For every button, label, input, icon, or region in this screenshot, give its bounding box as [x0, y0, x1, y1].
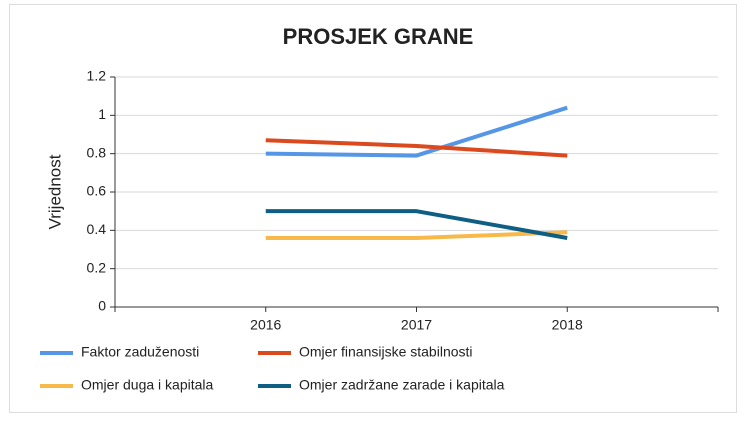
x-tick-label: 2016: [250, 317, 281, 333]
legend-label: Omjer finansijske stabilnosti: [299, 344, 473, 360]
x-tick-label: 2017: [401, 317, 432, 333]
y-tick-label: 0.2: [87, 259, 107, 275]
y-tick-label: 0.6: [87, 183, 107, 199]
chart-title: PROSJEK GRANE: [283, 24, 474, 49]
card: [9, 4, 737, 413]
legend-label: Omjer zadržane zarade i kapitala: [299, 377, 505, 393]
y-tick-label: 1: [98, 106, 106, 122]
series-line: [265, 138, 568, 158]
legend-label: Omjer duga i kapitala: [81, 377, 214, 393]
y-axis-label: Vrijednost: [45, 154, 64, 229]
series-line: [265, 105, 568, 158]
y-tick-label: 0: [98, 298, 106, 314]
series-line: [265, 209, 568, 240]
x-tick-label: 2018: [552, 317, 583, 333]
y-tick-label: 1.2: [87, 68, 107, 84]
series-line: [265, 230, 568, 240]
y-tick-label: 0.4: [87, 221, 107, 237]
legend-label: Faktor zaduženosti: [81, 344, 199, 360]
y-tick-label: 0.8: [87, 144, 107, 160]
